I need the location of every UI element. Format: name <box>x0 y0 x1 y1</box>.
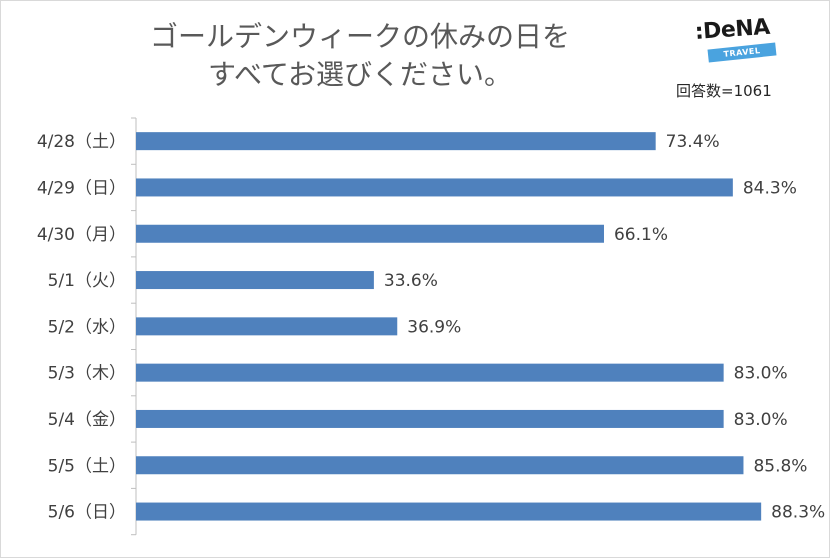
data-label: 85.8% <box>753 456 807 476</box>
category-label: 5/4（金） <box>48 410 126 430</box>
title-line-1: ゴールデンウィークの休みの日を <box>149 20 570 53</box>
bar <box>136 409 724 428</box>
category-label: 5/5（土） <box>48 456 126 476</box>
category-label: 5/2（水） <box>48 317 126 337</box>
bar <box>136 178 733 197</box>
category-label: 5/1（火） <box>48 271 126 291</box>
title-line-2: すべてお選びください。 <box>207 58 513 91</box>
category-label: 4/29（日） <box>37 178 126 198</box>
data-label: 36.9% <box>407 317 461 337</box>
data-label: 88.3% <box>771 503 825 523</box>
bar <box>136 224 604 243</box>
bar <box>136 317 398 336</box>
respondent-count: 回答数=1061 <box>676 82 772 100</box>
bar <box>136 456 744 475</box>
data-label: 33.6% <box>384 271 438 291</box>
data-label: 66.1% <box>614 225 668 245</box>
bar <box>136 132 656 151</box>
data-label: 84.3% <box>743 178 797 198</box>
category-label: 4/28（土） <box>37 132 126 152</box>
bar <box>136 363 724 382</box>
data-label: 83.0% <box>734 364 788 384</box>
chart-title: ゴールデンウィークの休みの日を すべてお選びください。 <box>120 18 600 94</box>
data-label: 83.0% <box>734 410 788 430</box>
data-label: 73.4% <box>666 132 720 152</box>
category-label: 5/3（木） <box>48 364 126 384</box>
bar <box>136 271 374 290</box>
bar <box>136 502 762 521</box>
category-label: 5/6（日） <box>48 503 126 523</box>
category-label: 4/30（月） <box>37 225 126 245</box>
